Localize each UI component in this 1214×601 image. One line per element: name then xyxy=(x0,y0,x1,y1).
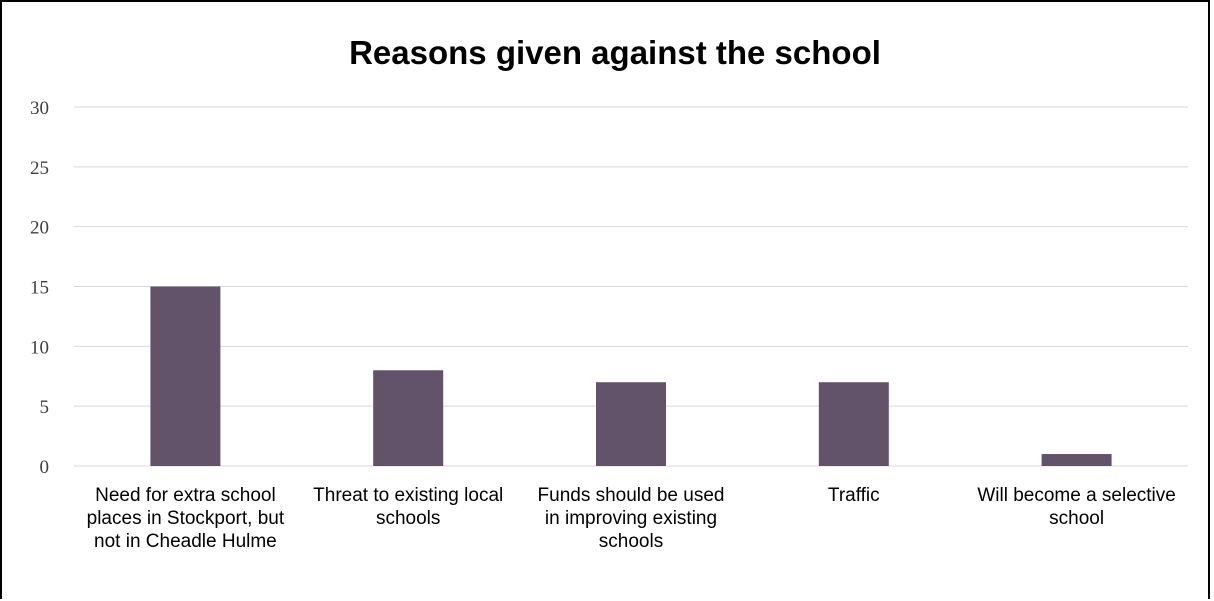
y-tick-label: 15 xyxy=(30,278,49,299)
y-tick-label: 25 xyxy=(30,158,49,179)
y-tick-label: 5 xyxy=(40,397,50,418)
x-tick-label: Threat to existing local schools xyxy=(313,485,504,529)
bar xyxy=(596,382,666,466)
bar xyxy=(818,382,889,466)
y-tick-label: 30 xyxy=(30,98,49,119)
bar xyxy=(373,370,444,466)
bar xyxy=(1041,454,1112,466)
y-tick-label: 20 xyxy=(30,218,49,239)
x-tick-label: Need for extra school places in Stockpor… xyxy=(86,485,285,552)
y-tick-label: 0 xyxy=(40,457,50,478)
x-tick-label: Funds should be used in improving existi… xyxy=(537,485,725,552)
x-tick-label: Traffic xyxy=(827,485,880,506)
y-tick-label: 10 xyxy=(30,337,49,358)
bar xyxy=(150,286,221,466)
x-tick-label: Will become a selective school xyxy=(977,485,1176,529)
chart-title: Reasons given against the school xyxy=(349,34,881,71)
